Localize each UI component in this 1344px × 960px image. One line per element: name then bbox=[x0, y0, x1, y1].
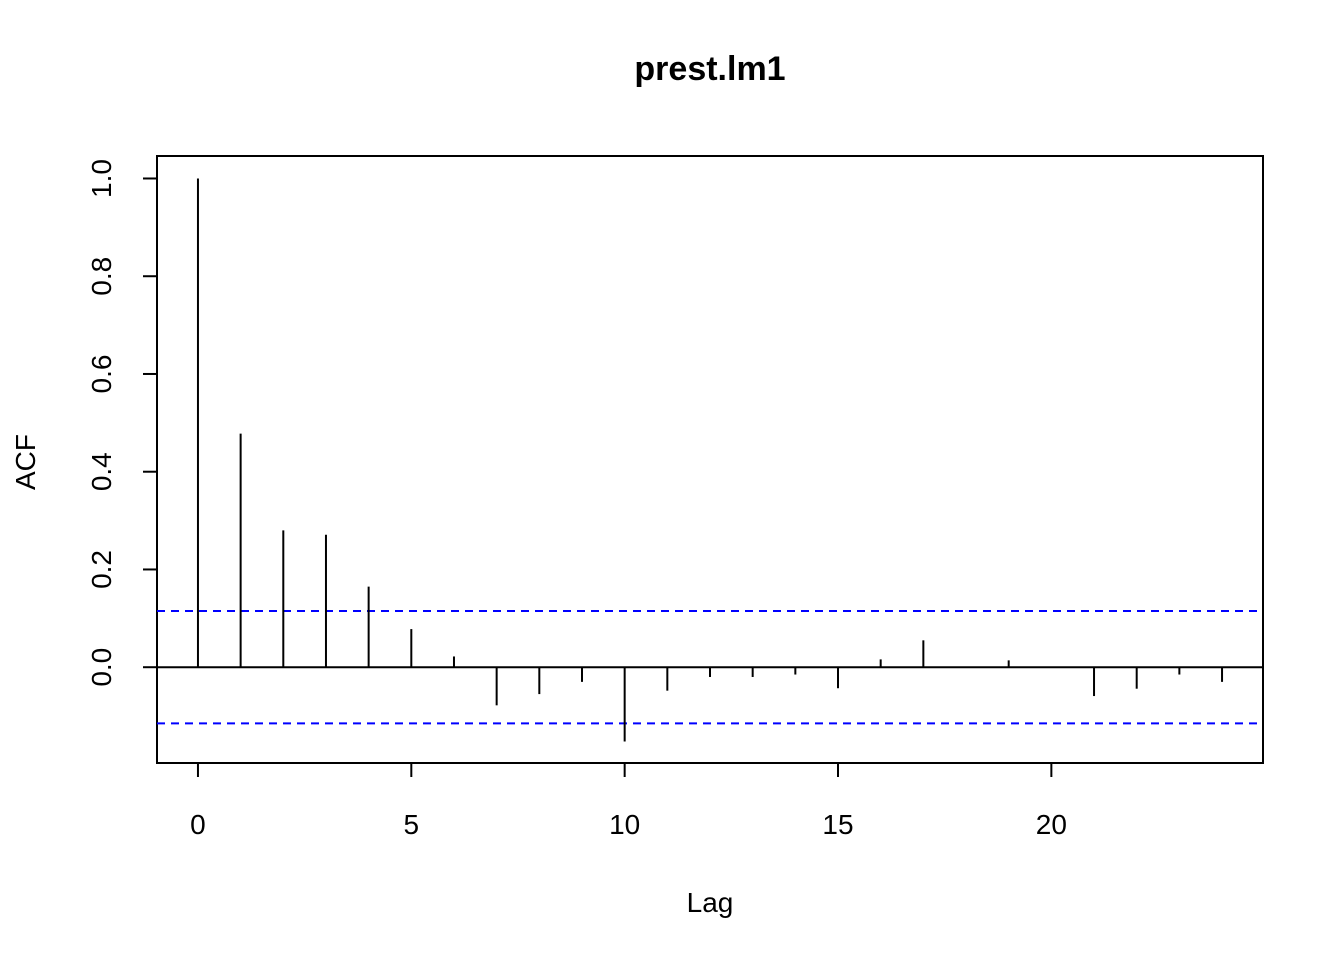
y-axis-label: ACF bbox=[10, 434, 41, 490]
y-tick-label: 0.2 bbox=[86, 550, 117, 589]
y-axis: 0.0 0.2 0.4 0.6 0.8 1.0 bbox=[86, 159, 158, 687]
x-axis-label: Lag bbox=[687, 887, 734, 918]
x-axis: 0 5 10 15 20 bbox=[190, 762, 1067, 840]
y-tick-label: 0.4 bbox=[86, 452, 117, 491]
x-tick-label: 20 bbox=[1036, 809, 1067, 840]
x-tick-label: 0 bbox=[190, 809, 206, 840]
chart-title: prest.lm1 bbox=[634, 50, 785, 88]
x-tick-label: 15 bbox=[822, 809, 853, 840]
y-tick-label: 0.0 bbox=[86, 648, 117, 687]
x-tick-label: 10 bbox=[609, 809, 640, 840]
y-tick-label: 1.0 bbox=[86, 159, 117, 198]
y-tick-label: 0.6 bbox=[86, 355, 117, 394]
x-tick-label: 5 bbox=[404, 809, 420, 840]
acf-bars bbox=[196, 178, 1224, 742]
y-tick-label: 0.8 bbox=[86, 257, 117, 296]
